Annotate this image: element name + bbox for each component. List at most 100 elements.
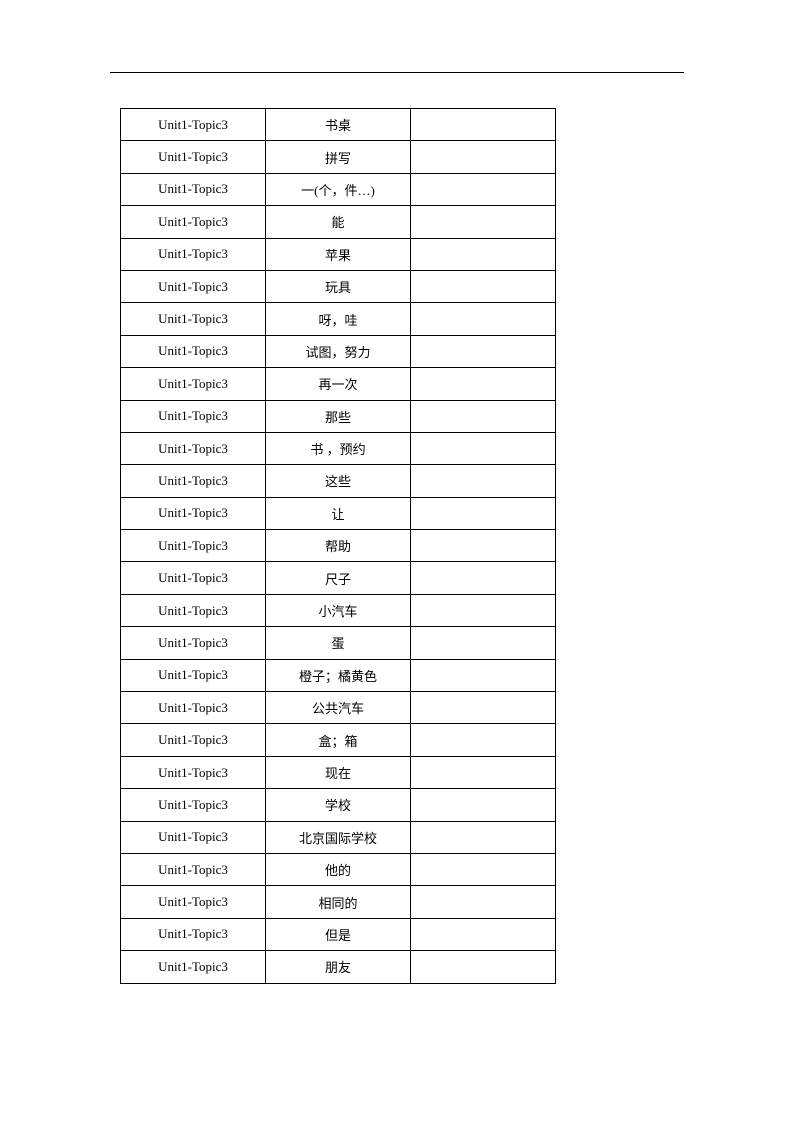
- chinese-cell: 盒；箱: [266, 724, 411, 756]
- unit-cell: Unit1-Topic3: [121, 724, 266, 756]
- table-row: Unit1-Topic3再一次: [121, 368, 556, 400]
- table-row: Unit1-Topic3试图，努力: [121, 335, 556, 367]
- chinese-cell: 小汽车: [266, 594, 411, 626]
- chinese-cell: 朋友: [266, 951, 411, 983]
- blank-cell: [411, 659, 556, 691]
- blank-cell: [411, 918, 556, 950]
- table-row: Unit1-Topic3但是: [121, 918, 556, 950]
- blank-cell: [411, 756, 556, 788]
- table-row: Unit1-Topic3蛋: [121, 627, 556, 659]
- table-row: Unit1-Topic3相同的: [121, 886, 556, 918]
- blank-cell: [411, 627, 556, 659]
- unit-cell: Unit1-Topic3: [121, 562, 266, 594]
- unit-cell: Unit1-Topic3: [121, 270, 266, 302]
- unit-cell: Unit1-Topic3: [121, 951, 266, 983]
- chinese-cell: 拼写: [266, 141, 411, 173]
- chinese-cell: 玩具: [266, 270, 411, 302]
- chinese-cell: 苹果: [266, 238, 411, 270]
- blank-cell: [411, 594, 556, 626]
- chinese-cell: 书桌: [266, 109, 411, 141]
- blank-cell: [411, 951, 556, 983]
- blank-cell: [411, 335, 556, 367]
- unit-cell: Unit1-Topic3: [121, 238, 266, 270]
- blank-cell: [411, 789, 556, 821]
- blank-cell: [411, 465, 556, 497]
- blank-cell: [411, 400, 556, 432]
- chinese-cell: 那些: [266, 400, 411, 432]
- table-row: Unit1-Topic3拼写: [121, 141, 556, 173]
- chinese-cell: 但是: [266, 918, 411, 950]
- unit-cell: Unit1-Topic3: [121, 530, 266, 562]
- chinese-cell: 能: [266, 206, 411, 238]
- blank-cell: [411, 692, 556, 724]
- table-row: Unit1-Topic3现在: [121, 756, 556, 788]
- chinese-cell: 帮助: [266, 530, 411, 562]
- unit-cell: Unit1-Topic3: [121, 789, 266, 821]
- chinese-cell: 相同的: [266, 886, 411, 918]
- chinese-cell: 现在: [266, 756, 411, 788]
- unit-cell: Unit1-Topic3: [121, 335, 266, 367]
- table-row: Unit1-Topic3公共汽车: [121, 692, 556, 724]
- blank-cell: [411, 497, 556, 529]
- table-row: Unit1-Topic3让: [121, 497, 556, 529]
- chinese-cell: 书 ，预约: [266, 432, 411, 464]
- table-row: Unit1-Topic3学校: [121, 789, 556, 821]
- chinese-cell: 学校: [266, 789, 411, 821]
- unit-cell: Unit1-Topic3: [121, 627, 266, 659]
- table-row: Unit1-Topic3小汽车: [121, 594, 556, 626]
- unit-cell: Unit1-Topic3: [121, 853, 266, 885]
- unit-cell: Unit1-Topic3: [121, 465, 266, 497]
- blank-cell: [411, 530, 556, 562]
- unit-cell: Unit1-Topic3: [121, 109, 266, 141]
- unit-cell: Unit1-Topic3: [121, 594, 266, 626]
- table-container: Unit1-Topic3书桌Unit1-Topic3拼写Unit1-Topic3…: [120, 108, 556, 984]
- unit-cell: Unit1-Topic3: [121, 821, 266, 853]
- blank-cell: [411, 238, 556, 270]
- table-row: Unit1-Topic3尺子: [121, 562, 556, 594]
- table-row: Unit1-Topic3能: [121, 206, 556, 238]
- table-row: Unit1-Topic3那些: [121, 400, 556, 432]
- table-row: Unit1-Topic3盒；箱: [121, 724, 556, 756]
- table-row: Unit1-Topic3书 ，预约: [121, 432, 556, 464]
- table-row: Unit1-Topic3苹果: [121, 238, 556, 270]
- table-row: Unit1-Topic3橙子；橘黄色: [121, 659, 556, 691]
- unit-cell: Unit1-Topic3: [121, 141, 266, 173]
- unit-cell: Unit1-Topic3: [121, 497, 266, 529]
- chinese-cell: 这些: [266, 465, 411, 497]
- chinese-cell: 再一次: [266, 368, 411, 400]
- table-row: Unit1-Topic3北京国际学校: [121, 821, 556, 853]
- table-row: Unit1-Topic3朋友: [121, 951, 556, 983]
- unit-cell: Unit1-Topic3: [121, 692, 266, 724]
- chinese-cell: 北京国际学校: [266, 821, 411, 853]
- table-row: Unit1-Topic3呀，哇: [121, 303, 556, 335]
- chinese-cell: 公共汽车: [266, 692, 411, 724]
- blank-cell: [411, 821, 556, 853]
- chinese-cell: 他的: [266, 853, 411, 885]
- chinese-cell: 尺子: [266, 562, 411, 594]
- blank-cell: [411, 368, 556, 400]
- table-row: Unit1-Topic3帮助: [121, 530, 556, 562]
- unit-cell: Unit1-Topic3: [121, 886, 266, 918]
- blank-cell: [411, 141, 556, 173]
- blank-cell: [411, 270, 556, 302]
- table-row: Unit1-Topic3这些: [121, 465, 556, 497]
- unit-cell: Unit1-Topic3: [121, 206, 266, 238]
- blank-cell: [411, 173, 556, 205]
- table-body: Unit1-Topic3书桌Unit1-Topic3拼写Unit1-Topic3…: [121, 109, 556, 984]
- table-row: Unit1-Topic3他的: [121, 853, 556, 885]
- unit-cell: Unit1-Topic3: [121, 432, 266, 464]
- unit-cell: Unit1-Topic3: [121, 659, 266, 691]
- chinese-cell: 试图，努力: [266, 335, 411, 367]
- table-row: Unit1-Topic3玩具: [121, 270, 556, 302]
- blank-cell: [411, 303, 556, 335]
- chinese-cell: 橙子；橘黄色: [266, 659, 411, 691]
- chinese-cell: 让: [266, 497, 411, 529]
- blank-cell: [411, 562, 556, 594]
- unit-cell: Unit1-Topic3: [121, 918, 266, 950]
- unit-cell: Unit1-Topic3: [121, 368, 266, 400]
- chinese-cell: 蛋: [266, 627, 411, 659]
- unit-cell: Unit1-Topic3: [121, 173, 266, 205]
- unit-cell: Unit1-Topic3: [121, 756, 266, 788]
- unit-cell: Unit1-Topic3: [121, 400, 266, 432]
- vocabulary-table: Unit1-Topic3书桌Unit1-Topic3拼写Unit1-Topic3…: [120, 108, 556, 984]
